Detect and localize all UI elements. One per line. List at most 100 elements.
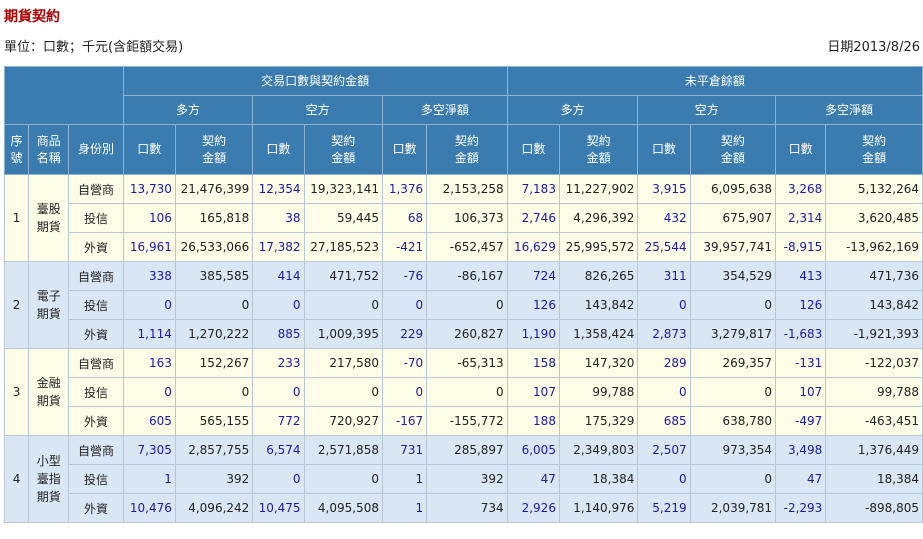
cell-open-long-amount: 826,265 bbox=[558, 261, 639, 291]
cell-open-net-lots: 47 bbox=[775, 464, 827, 494]
cell-open-net-amount: -13,962,169 bbox=[825, 232, 923, 262]
cell-trade-short-lots: 414 bbox=[252, 261, 305, 291]
cell-open-net-amount: -1,921,393 bbox=[825, 319, 923, 349]
cell-trade-net-amount: -86,167 bbox=[426, 261, 508, 291]
table-row: 1 臺股 期貨 自營商 13,730 21,476,399 12,354 19,323,141… bbox=[3, 174, 923, 262]
cell-trade-short-amount: 0 bbox=[303, 377, 383, 407]
cell-trade-long-amount: 4,096,242 bbox=[174, 493, 254, 523]
cell-trade-long-lots: 106 bbox=[122, 203, 176, 233]
table-row: 3 金融 期貨 自營商 163 152,267 233 217,580 -70 -65,313 15… bbox=[3, 348, 923, 436]
header-seq: 序號 bbox=[3, 124, 30, 175]
row-identity: 投信 bbox=[68, 464, 124, 494]
cell-trade-long-lots: 0 bbox=[122, 377, 176, 407]
cell-trade-short-lots: 0 bbox=[252, 464, 305, 494]
cell-open-long-amount: 4,296,392 bbox=[558, 203, 639, 233]
table-row: 外資 1,114 1,270,222 885 1,009,395 229 260,827 1,… bbox=[5, 319, 923, 349]
futures-table: 交易口數與契約金額 未平倉餘額 多方 空方 多空淨額 多方 空方 多空淨額 序號… bbox=[3, 66, 923, 523]
row-identity: 自營商 bbox=[68, 435, 124, 465]
cell-trade-net-lots: -76 bbox=[381, 261, 428, 291]
header-group-open: 未平倉餘額 bbox=[506, 66, 923, 96]
table-row: 外資 16,961 26,533,066 17,382 27,185,523 -421 -6… bbox=[5, 232, 923, 262]
cell-trade-short-amount: 19,323,141 bbox=[303, 174, 383, 204]
cell-open-short-amount: 6,095,638 bbox=[689, 174, 777, 204]
cell-trade-long-amount: 1,270,222 bbox=[174, 319, 254, 349]
cell-trade-short-amount: 4,095,508 bbox=[303, 493, 383, 523]
cell-open-long-lots: 2,746 bbox=[506, 203, 560, 233]
cell-trade-short-amount: 1,009,395 bbox=[303, 319, 383, 349]
cell-open-long-lots: 7,183 bbox=[506, 174, 560, 204]
cell-open-long-lots: 188 bbox=[506, 406, 560, 436]
cell-trade-net-amount: -65,313 bbox=[426, 348, 508, 378]
cell-open-long-lots: 6,005 bbox=[506, 435, 560, 465]
cell-trade-long-amount: 0 bbox=[174, 290, 254, 320]
cell-trade-long-amount: 565,155 bbox=[174, 406, 254, 436]
cell-trade-net-lots: 229 bbox=[381, 319, 428, 349]
cell-trade-short-lots: 12,354 bbox=[252, 174, 305, 204]
cell-open-net-amount: 143,842 bbox=[825, 290, 923, 320]
cell-open-long-lots: 724 bbox=[506, 261, 560, 291]
page-title: 期貨契約 bbox=[4, 9, 60, 25]
cell-trade-net-amount: 392 bbox=[426, 464, 508, 494]
cell-open-short-lots: 0 bbox=[637, 464, 691, 494]
cell-open-net-lots: 126 bbox=[775, 290, 827, 320]
table-row: 外資 10,476 4,096,242 10,475 4,095,508 1 734 2,92… bbox=[5, 493, 923, 523]
cell-trade-net-lots: -167 bbox=[381, 406, 428, 436]
row-identity: 外資 bbox=[68, 232, 124, 262]
cell-open-short-amount: 39,957,741 bbox=[689, 232, 777, 262]
cell-open-net-amount: 471,736 bbox=[825, 261, 923, 291]
cell-trade-net-lots: 1 bbox=[381, 464, 428, 494]
cell-open-long-amount: 2,349,803 bbox=[558, 435, 639, 465]
row-product: 小型 臺指 期貨 bbox=[28, 435, 70, 523]
header-trade-long: 多方 bbox=[122, 95, 254, 125]
cell-open-net-lots: -8,915 bbox=[775, 232, 827, 262]
row-seq: 4 bbox=[3, 435, 30, 523]
table-row: 2 電子 期貨 自營商 338 385,585 414 471,752 -76 -86,167 72… bbox=[3, 261, 923, 349]
cell-trade-short-amount: 471,752 bbox=[303, 261, 383, 291]
header-open-long: 多方 bbox=[506, 95, 639, 125]
cell-open-net-amount: -898,805 bbox=[825, 493, 923, 523]
cell-trade-net-lots: 0 bbox=[381, 377, 428, 407]
cell-open-short-amount: 675,907 bbox=[689, 203, 777, 233]
row-seq: 2 bbox=[3, 261, 30, 349]
cell-trade-net-lots: 68 bbox=[381, 203, 428, 233]
cell-open-net-amount: 18,384 bbox=[825, 464, 923, 494]
cell-open-short-amount: 2,039,781 bbox=[689, 493, 777, 523]
cell-trade-long-lots: 16,961 bbox=[122, 232, 176, 262]
cell-open-short-amount: 973,354 bbox=[689, 435, 777, 465]
header-open-short: 空方 bbox=[637, 95, 777, 125]
cell-open-short-amount: 269,357 bbox=[689, 348, 777, 378]
cell-open-net-amount: 99,788 bbox=[825, 377, 923, 407]
cell-open-short-amount: 638,780 bbox=[689, 406, 777, 436]
cell-open-short-lots: 3,915 bbox=[637, 174, 691, 204]
cell-open-long-amount: 11,227,902 bbox=[558, 174, 639, 204]
cell-open-long-amount: 99,788 bbox=[558, 377, 639, 407]
cell-trade-net-lots: 731 bbox=[381, 435, 428, 465]
cell-open-short-lots: 685 bbox=[637, 406, 691, 436]
table-row: 投信 106 165,818 38 59,445 68 106,373 2,746 4,296,… bbox=[5, 203, 923, 233]
table-row: 投信 0 0 0 0 0 0 126 143,842 0 0 126 143,842 bbox=[5, 290, 923, 320]
cell-open-short-amount: 354,529 bbox=[689, 261, 777, 291]
table-row: 投信 0 0 0 0 0 0 107 99,788 0 0 107 99,788 bbox=[5, 377, 923, 407]
header-amount: 契約 金額 bbox=[825, 124, 923, 175]
cell-open-long-amount: 147,320 bbox=[558, 348, 639, 378]
cell-open-short-amount: 0 bbox=[689, 290, 777, 320]
cell-trade-net-amount: -652,457 bbox=[426, 232, 508, 262]
row-identity: 投信 bbox=[68, 203, 124, 233]
cell-trade-net-amount: 260,827 bbox=[426, 319, 508, 349]
cell-trade-short-amount: 720,927 bbox=[303, 406, 383, 436]
cell-open-net-lots: 3,498 bbox=[775, 435, 827, 465]
cell-trade-long-amount: 392 bbox=[174, 464, 254, 494]
cell-open-net-amount: 1,376,449 bbox=[825, 435, 923, 465]
cell-trade-short-amount: 0 bbox=[303, 464, 383, 494]
cell-trade-net-lots: -70 bbox=[381, 348, 428, 378]
cell-trade-short-amount: 27,185,523 bbox=[303, 232, 383, 262]
cell-open-short-lots: 311 bbox=[637, 261, 691, 291]
cell-trade-short-lots: 233 bbox=[252, 348, 305, 378]
cell-trade-net-lots: 0 bbox=[381, 290, 428, 320]
header-lots: 口數 bbox=[506, 124, 560, 175]
table-row: 投信 1 392 0 0 1 392 47 18,384 0 0 47 18,384 bbox=[5, 464, 923, 494]
table-body: 1 臺股 期貨 自營商 13,730 21,476,399 12,354 19,323,141… bbox=[3, 174, 923, 523]
header-product: 商品 名稱 bbox=[28, 124, 70, 175]
row-identity: 自營商 bbox=[68, 261, 124, 291]
row-identity: 投信 bbox=[68, 377, 124, 407]
